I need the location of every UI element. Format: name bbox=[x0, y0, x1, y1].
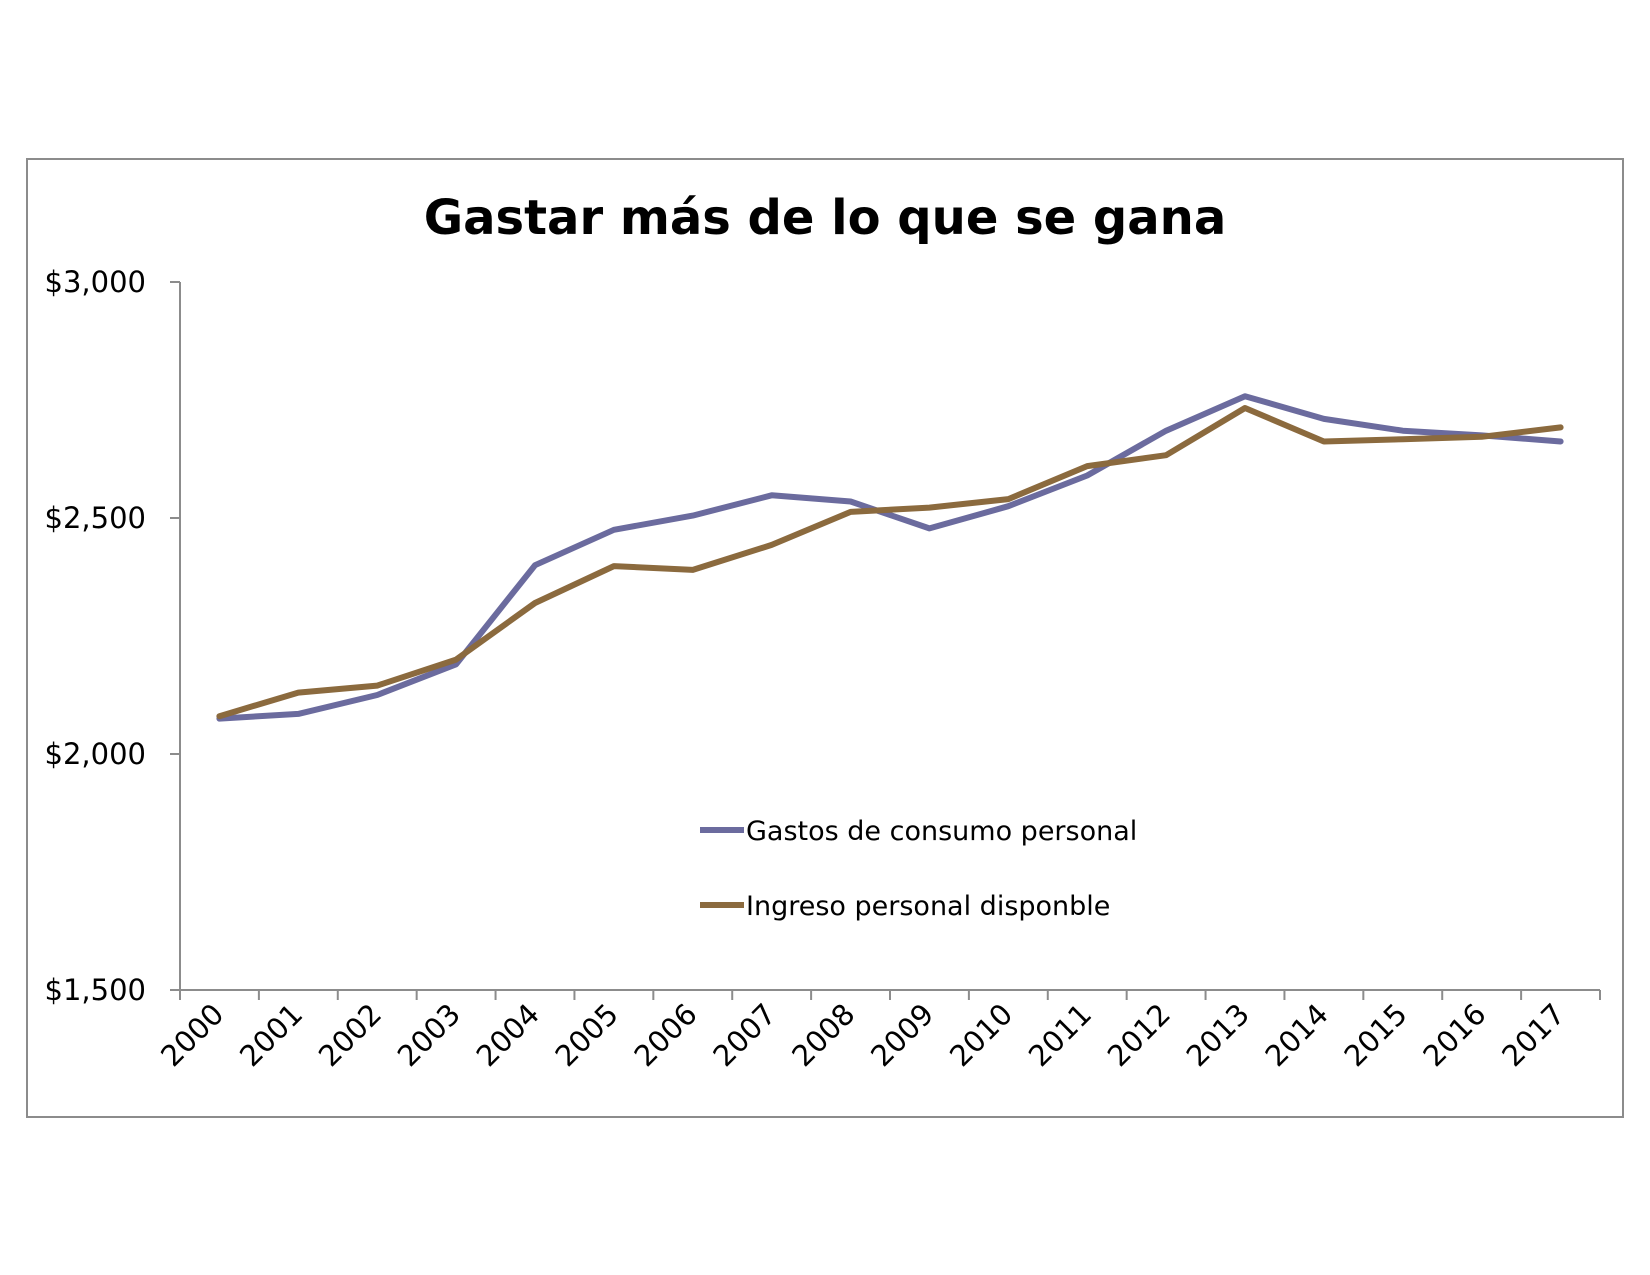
chart-frame: Gastar más de lo que se gana bbox=[26, 158, 1624, 1118]
series-line-2 bbox=[216, 405, 1564, 720]
y-tick-label: $1,500 bbox=[45, 973, 146, 1007]
x-tick-label: 2006 bbox=[627, 997, 703, 1073]
x-tick-label: 2011 bbox=[1022, 997, 1098, 1073]
x-tick-label: 2009 bbox=[864, 997, 940, 1073]
x-tick-label: 2003 bbox=[391, 997, 467, 1073]
x-tick-label: 2008 bbox=[785, 997, 861, 1073]
x-tick-label: 2005 bbox=[549, 997, 625, 1073]
x-tick-label: 2014 bbox=[1259, 997, 1335, 1073]
x-tick-label: 2000 bbox=[154, 997, 230, 1073]
x-tick-label: 2004 bbox=[470, 997, 546, 1073]
x-tick-label: 2001 bbox=[233, 997, 309, 1073]
legend-label-1: Gastos de consumo personal bbox=[746, 816, 1137, 847]
x-tick-label: 2007 bbox=[706, 997, 782, 1073]
y-tick-label: $2,000 bbox=[45, 737, 146, 771]
chart-title: Gastar más de lo que se gana bbox=[423, 190, 1227, 246]
x-tick-label: 2012 bbox=[1101, 997, 1177, 1073]
x-tick-label: 2017 bbox=[1495, 997, 1571, 1073]
y-tick-label: $3,000 bbox=[45, 265, 146, 299]
x-tick-label: 2002 bbox=[312, 997, 388, 1073]
y-tick-label: $2,500 bbox=[45, 501, 146, 535]
x-tick-label: 2015 bbox=[1337, 997, 1413, 1073]
series-line-1 bbox=[216, 393, 1564, 722]
x-tick-label: 2016 bbox=[1416, 997, 1492, 1073]
legend-label-2: Ingreso personal disponble bbox=[746, 891, 1110, 922]
x-tick-label: 2013 bbox=[1180, 997, 1256, 1073]
x-tick-label: 2010 bbox=[943, 997, 1019, 1073]
